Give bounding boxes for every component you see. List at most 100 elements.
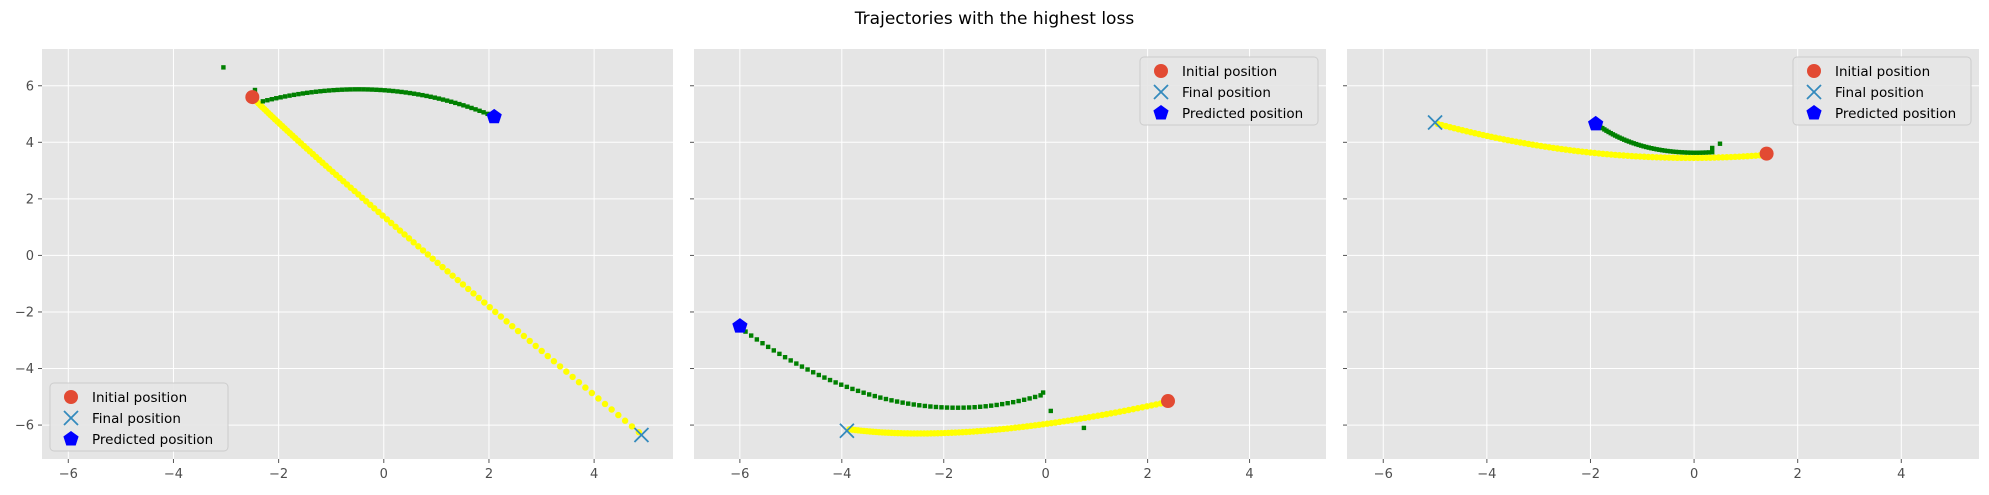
true-path-point (556, 363, 564, 370)
legend-initial-icon (1154, 64, 1168, 78)
predicted-position-marker (1588, 115, 1604, 131)
predicted-path-point (407, 90, 413, 96)
predicted-path-point (861, 390, 866, 395)
predicted-path-point (313, 89, 319, 94)
predicted-path-point (378, 87, 383, 93)
true-path-point (379, 212, 386, 219)
predicted-path-point (805, 367, 810, 372)
predicted-path-point (1610, 132, 1616, 137)
predicted-path-point (278, 95, 283, 100)
true-path-point (588, 389, 596, 397)
predicted-position-marker (486, 108, 502, 124)
predicted-path-point (335, 87, 340, 93)
true-path-point (544, 352, 551, 360)
predicted-path-point (296, 91, 301, 97)
predicted-path-point (988, 403, 994, 408)
predicted-path-point (866, 392, 872, 397)
predicted-path-point (933, 404, 939, 410)
predicted-path-point (1626, 139, 1632, 144)
predicted-path-point (944, 405, 950, 410)
predicted-path-point (265, 98, 270, 103)
predicted-path-point (1662, 148, 1667, 153)
predicted-path-point (994, 402, 999, 408)
predicted-path-point (900, 400, 905, 405)
true-path-point (392, 223, 399, 230)
legend-predicted-icon (63, 431, 79, 446)
true-path-point (419, 247, 427, 254)
predicted-path-point (883, 396, 889, 402)
predicted-path-point (1048, 408, 1053, 414)
predicted-path-point (977, 404, 983, 409)
predicted-path-point (348, 87, 353, 92)
true-path-point (424, 251, 432, 258)
true-path-point (509, 322, 516, 330)
predicted-path-point (1659, 148, 1665, 153)
predicted-path-point (788, 358, 793, 363)
predicted-path-point (411, 91, 417, 96)
predicted-path-point (352, 87, 358, 92)
predicted-path-point (1621, 137, 1627, 142)
predicted-path-point (318, 89, 323, 94)
predicted-path-point (374, 87, 379, 92)
legend-final-label: Final position (1835, 85, 1924, 101)
predicted-path-point (428, 94, 433, 99)
predicted-path-point (322, 88, 327, 94)
predicted-path-point (1021, 397, 1027, 402)
true-path-point (410, 239, 417, 246)
predicted-path-point (1633, 141, 1639, 147)
x-tick-label: 0 (1690, 467, 1698, 482)
predicted-path-point (743, 329, 748, 334)
x-tick-label: 0 (380, 467, 388, 482)
true-path-point (520, 332, 528, 340)
x-tick-label: −2 (1581, 467, 1600, 482)
predicted-path-point (839, 382, 844, 387)
legend: Initial position Final position Predicted … (49, 382, 229, 452)
true-path-point (439, 263, 446, 271)
predicted-path-point (469, 105, 474, 111)
predicted-path-point (972, 404, 977, 410)
predicted-path-point (477, 108, 482, 114)
predicted-path-point (1676, 149, 1682, 155)
legend-predicted-label: Predicted position (92, 432, 213, 448)
true-path-point (371, 205, 378, 212)
x-tick-label: −6 (59, 467, 78, 482)
predicted-path-point (794, 361, 799, 366)
predicted-path-point (1081, 425, 1087, 431)
predicted-path-point (1641, 144, 1646, 149)
predicted-path-point (950, 405, 955, 410)
predicted-path-point (917, 403, 922, 408)
predicted-path-point (816, 372, 822, 378)
predicted-path-point (1643, 144, 1649, 150)
legend-initial-icon (64, 390, 78, 404)
predicted-path-point (424, 93, 429, 99)
predicted-path-point (922, 403, 928, 409)
predicted-path-point (1032, 394, 1038, 400)
true-path-point (503, 318, 510, 325)
predicted-path-point (1612, 133, 1618, 138)
true-path-point (595, 395, 602, 402)
true-path-point (563, 368, 570, 375)
x-tick-label: −6 (730, 467, 749, 482)
predicted-path-point (844, 384, 850, 390)
legend-initial-label: Initial position (92, 390, 187, 406)
predicted-path-point (911, 402, 916, 407)
predicted-path-point (827, 377, 833, 383)
predicted-path-point (382, 88, 387, 93)
legend-predicted-label: Predicted position (1182, 106, 1303, 122)
predicted-path-point (889, 398, 894, 403)
predicted-path-point (754, 337, 760, 342)
predicted-path-point (1649, 146, 1654, 151)
predicted-path-point (357, 87, 362, 92)
true-path-point (459, 281, 467, 288)
predicted-path-point (399, 89, 404, 95)
x-tick-label: 4 (1245, 467, 1253, 482)
predicted-path-point (1700, 150, 1705, 155)
true-path-point (615, 411, 622, 419)
x-tick-label: −2 (269, 467, 288, 482)
initial-position-marker (1759, 146, 1774, 161)
predicted-path-point (344, 87, 349, 92)
true-path-point (429, 255, 436, 262)
legend: Initial position Final position Predicted … (1792, 56, 1972, 126)
predicted-path-point (928, 404, 933, 409)
figure-title: Trajectories with the highest loss (854, 9, 1135, 29)
